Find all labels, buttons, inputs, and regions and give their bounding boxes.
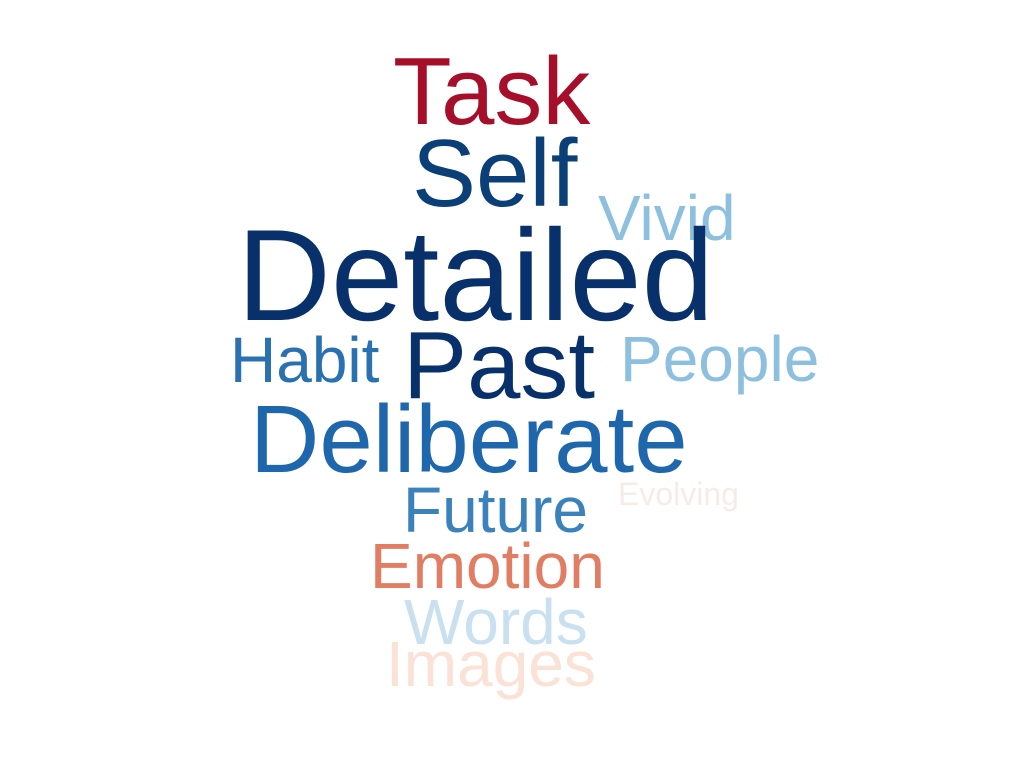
word-emotion: Emotion — [370, 530, 605, 602]
word-past: Past — [403, 312, 596, 419]
word-vivid: Vivid — [598, 182, 736, 254]
word-task: Task — [393, 38, 591, 145]
word-habit: Habit — [230, 324, 380, 396]
word-deliberate: Deliberate — [250, 386, 688, 493]
word-self: Self — [412, 120, 578, 227]
word-images: Images — [386, 628, 596, 700]
word-future: Future — [403, 474, 588, 546]
word-detailed: Detailed — [237, 202, 714, 348]
word-people: People — [620, 323, 820, 395]
word-words: Words — [404, 586, 588, 658]
word-evolving: Evolving — [618, 476, 739, 512]
